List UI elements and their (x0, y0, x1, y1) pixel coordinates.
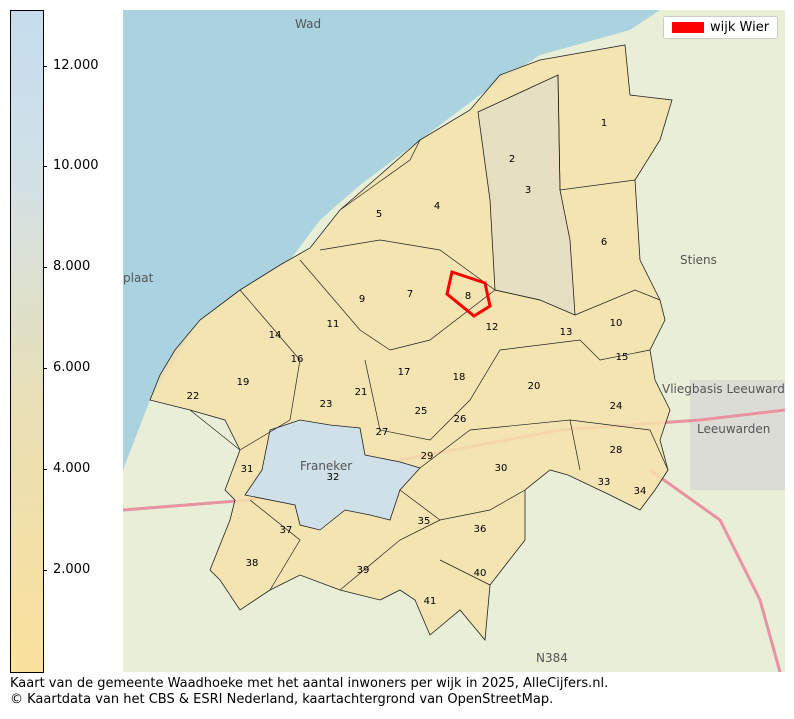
district-label-37[interactable]: 37 (280, 525, 293, 536)
colorbar-tick-label: 8.000 (53, 259, 91, 275)
highlighted-district-8[interactable] (445, 270, 492, 318)
district-label-20[interactable]: 20 (528, 381, 541, 392)
district-label-3[interactable]: 3 (525, 185, 531, 196)
district-32-area[interactable] (244, 419, 421, 531)
district-label-39[interactable]: 39 (357, 565, 370, 576)
colorbar-tick: 10.000 (43, 158, 99, 173)
district-label-41[interactable]: 41 (424, 596, 437, 607)
district-label-1[interactable]: 1 (601, 118, 607, 129)
district-label-38[interactable]: 38 (246, 558, 259, 569)
colorbar-tick: 4.000 (43, 461, 90, 476)
district-label-4[interactable]: 4 (434, 201, 440, 212)
colorbar-tick-label: 2.000 (53, 562, 91, 578)
district-label-15[interactable]: 15 (616, 352, 629, 363)
district-label-11[interactable]: 11 (327, 319, 340, 330)
district-label-2[interactable]: 2 (509, 154, 515, 165)
colorbar-tick: 2.000 (43, 562, 90, 577)
district-label-13[interactable]: 13 (560, 327, 573, 338)
colorbar-tick-label: 10.000 (53, 158, 99, 174)
basemap-label: plaat (123, 271, 154, 285)
colorbar-tick: 8.000 (43, 259, 90, 274)
colorbar-tick-label: 4.000 (53, 461, 91, 477)
legend: wijk Wier (663, 16, 779, 39)
district-label-36[interactable]: 36 (474, 524, 487, 535)
district-borders (189, 74, 669, 591)
district-label-23[interactable]: 23 (320, 399, 333, 410)
district-label-8[interactable]: 8 (465, 291, 471, 302)
colorbar-tick: 12.000 (43, 58, 99, 73)
district-label-6[interactable]: 6 (601, 237, 607, 248)
district-label-5[interactable]: 5 (376, 209, 382, 220)
district-label-29[interactable]: 29 (421, 451, 434, 462)
colorbar (10, 10, 44, 673)
basemap-label: Vliegbasis Leeuwarden (662, 382, 785, 396)
legend-swatch (672, 22, 704, 33)
district-label-34[interactable]: 34 (634, 486, 647, 497)
city-area (690, 380, 785, 490)
colorbar-tick-label: 6.000 (53, 360, 91, 376)
district-label-24[interactable]: 24 (610, 401, 623, 412)
caption-title: Kaart van de gemeente Waadhoeke met het … (10, 676, 609, 691)
district-label-7[interactable]: 7 (407, 289, 413, 300)
district-label-25[interactable]: 25 (415, 406, 428, 417)
district-label-31[interactable]: 31 (241, 464, 254, 475)
road (649, 468, 782, 672)
district-label-19[interactable]: 19 (237, 377, 250, 388)
district-label-40[interactable]: 40 (474, 568, 487, 579)
district-label-9[interactable]: 9 (359, 294, 365, 305)
caption: Kaart van de gemeente Waadhoeke met het … (10, 676, 608, 708)
district-label-21[interactable]: 21 (355, 387, 368, 398)
basemap-label: Wad (295, 17, 321, 31)
district-label-12[interactable]: 12 (486, 322, 499, 333)
district-label-35[interactable]: 35 (418, 516, 431, 527)
caption-credits: © Kaartdata van het CBS & ESRI Nederland… (10, 692, 554, 707)
district-label-18[interactable]: 18 (453, 372, 466, 383)
basemap-label: Franeker (300, 459, 352, 473)
basemap-label: N384 (536, 651, 568, 665)
district-label-30[interactable]: 30 (495, 463, 508, 474)
district-label-17[interactable]: 17 (398, 367, 411, 378)
district-label-33[interactable]: 33 (598, 477, 611, 488)
legend-label: wijk Wier (710, 20, 770, 35)
colorbar-tick-label: 12.000 (53, 57, 99, 73)
basemap-label: Leeuwarden (697, 422, 770, 436)
district-label-26[interactable]: 26 (454, 414, 467, 425)
colorbar-tick: 6.000 (43, 360, 90, 375)
sea (123, 10, 660, 470)
district-label-10[interactable]: 10 (610, 318, 623, 329)
district-label-16[interactable]: 16 (291, 354, 304, 365)
district-label-32[interactable]: 32 (327, 472, 340, 483)
district-label-28[interactable]: 28 (610, 445, 623, 456)
district-label-14[interactable]: 14 (269, 330, 282, 341)
district-label-27[interactable]: 27 (376, 427, 389, 438)
district-label-22[interactable]: 22 (187, 391, 200, 402)
basemap-label: Stiens (680, 253, 717, 267)
